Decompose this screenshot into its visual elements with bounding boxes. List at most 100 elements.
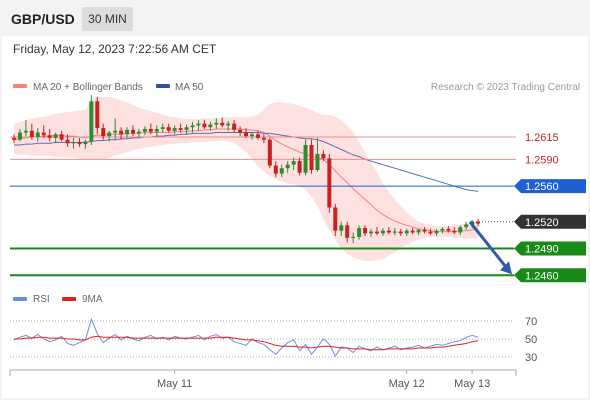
credit-text: Research © 2023 Trading Central — [431, 82, 580, 93]
candle-up — [285, 164, 290, 169]
candle-down — [77, 142, 82, 145]
candle-down — [327, 158, 332, 208]
candle-down — [398, 231, 403, 234]
candle-down — [166, 127, 171, 131]
x-tick-label: May 11 — [157, 378, 192, 390]
candle-up — [339, 225, 344, 231]
candle-down — [148, 128, 153, 132]
level-labels: 1.2615 1.2590 1.2560 1.2520 1.2490 1.2460 — [514, 132, 586, 283]
candle-up — [35, 132, 40, 138]
ma20-legend-label: MA 20 + Bollinger Bands — [33, 82, 143, 93]
candle-up — [89, 101, 94, 142]
bollinger-band — [14, 96, 479, 262]
candle-down — [309, 145, 314, 171]
x-tick-label: May 13 — [454, 378, 490, 390]
candle-down — [12, 137, 16, 140]
candle-down — [29, 130, 34, 138]
candle-down — [476, 221, 481, 224]
symbol-title: GBP/USD — [11, 11, 75, 27]
candle-up — [279, 168, 284, 174]
candle-up — [136, 131, 141, 134]
bollinger-band-area — [14, 96, 479, 262]
candle-up — [172, 128, 177, 131]
timestamp: Friday, May 12, 2023 7:22:56 AM CET — [13, 42, 217, 56]
support-label: 1.2490 — [525, 244, 559, 256]
pivot-tag — [514, 179, 586, 194]
forecast-arrow-head — [500, 261, 512, 275]
timeframe-button[interactable]: 30 MIN — [82, 7, 133, 31]
rsi-ma-line — [14, 335, 479, 351]
candle-down — [345, 225, 350, 238]
candle-up — [17, 132, 22, 140]
header-bar: GBP/USD 30 MIN — [0, 0, 590, 36]
candle-down — [59, 134, 64, 140]
rsi-level-label: 30 — [525, 352, 537, 364]
support-tag — [514, 268, 586, 283]
candle-up — [142, 128, 147, 132]
candle-up — [291, 161, 296, 165]
candle-up — [464, 224, 469, 228]
candle-up — [107, 132, 112, 137]
x-axis: May 11 May 12 May 13 — [9, 369, 517, 390]
forecast-arrow — [468, 221, 512, 275]
price-levels — [10, 136, 516, 277]
candle-up — [315, 153, 320, 171]
candle-up — [190, 125, 195, 128]
candles — [12, 95, 481, 244]
resistance-label: 1.2590 — [525, 154, 559, 166]
candle-down — [232, 123, 237, 130]
candle-up — [196, 123, 201, 126]
resistance-label: 1.2615 — [525, 132, 559, 144]
rsi-level-label: 70 — [525, 316, 537, 328]
candle-up — [113, 130, 118, 133]
candle-down — [446, 228, 451, 231]
candle-down — [386, 230, 391, 233]
candle-up — [154, 128, 159, 132]
rsi-level-label: 50 — [525, 334, 537, 346]
candle-down — [47, 135, 52, 138]
candle-down — [428, 231, 433, 234]
candle-down — [244, 132, 249, 137]
candle-down — [422, 229, 427, 232]
ma20-legend-swatch — [13, 84, 27, 88]
candle-down — [238, 129, 243, 133]
rsi-legend-swatch — [13, 297, 27, 301]
candle-down — [119, 130, 124, 135]
candle-down — [220, 122, 225, 126]
support-tag — [514, 241, 586, 256]
candle-up — [392, 231, 397, 233]
rsi-line — [13, 317, 479, 358]
x-tick-label: May 12 — [389, 378, 425, 390]
candle-up — [53, 134, 58, 138]
candle-down — [65, 139, 70, 144]
current-price-label: 1.2520 — [525, 217, 559, 229]
candle-down — [131, 129, 135, 134]
candle-up — [184, 127, 189, 130]
candle-up — [71, 142, 76, 144]
candle-down — [41, 132, 46, 136]
candle-down — [95, 101, 100, 129]
candle-down — [273, 165, 278, 174]
candle-down — [255, 134, 260, 138]
candle-up — [380, 230, 385, 234]
candle-down — [267, 139, 272, 166]
candle-up — [434, 230, 439, 234]
candle-down — [333, 207, 338, 231]
candle-down — [410, 230, 415, 233]
candle-up — [214, 122, 219, 125]
candle-up — [303, 145, 308, 173]
candle-up — [250, 134, 254, 137]
candle-up — [208, 124, 213, 128]
candle-down — [363, 228, 368, 234]
rsi-ma-legend-swatch — [62, 297, 76, 301]
candle-up — [226, 123, 231, 126]
candle-down — [202, 123, 207, 128]
candle-down — [374, 231, 379, 234]
candle-up — [23, 130, 28, 133]
candle-down — [261, 137, 266, 140]
candle-up — [404, 230, 409, 234]
candle-up — [369, 231, 373, 234]
rsi-panel: 70 50 30 — [10, 316, 537, 364]
rsi-ma-legend-label: 9MA — [82, 294, 103, 305]
